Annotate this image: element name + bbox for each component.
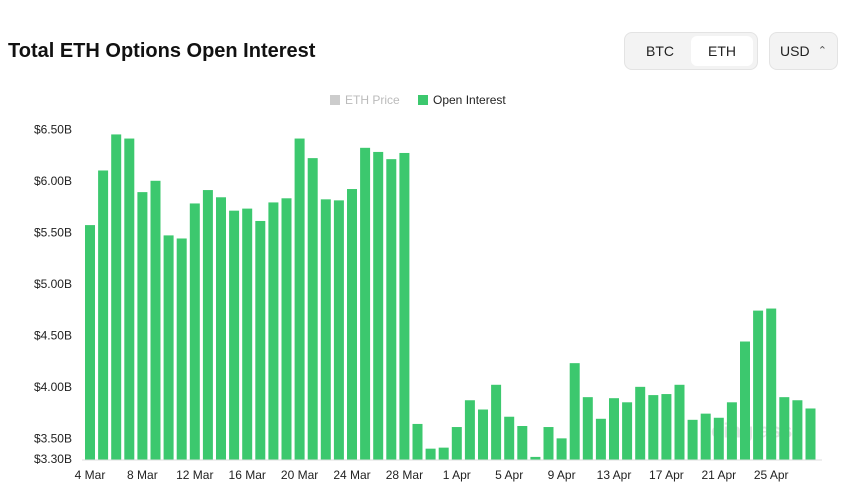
bar [700, 413, 711, 460]
bar [609, 398, 619, 460]
bar [360, 147, 371, 460]
x-tick-label: 5 Apr [495, 468, 523, 482]
bar [98, 170, 109, 460]
bar [150, 180, 161, 460]
bar [464, 400, 475, 460]
x-tick-label: 16 Mar [229, 468, 266, 482]
y-tick-label: $3.50B [34, 432, 72, 446]
x-tick-label: 21 Apr [701, 468, 736, 482]
x-tick-label: 12 Mar [176, 468, 213, 482]
bar [595, 418, 606, 460]
y-tick-label: $4.50B [34, 329, 72, 343]
bar [373, 151, 384, 460]
currency-label: USD [780, 43, 810, 59]
bar [320, 199, 331, 461]
bar [438, 447, 449, 460]
bar [726, 402, 737, 460]
y-tick-label: $5.00B [34, 277, 72, 291]
bar [176, 238, 187, 460]
x-tick-label: 8 Mar [127, 468, 158, 482]
eth-button[interactable]: ETH [691, 36, 753, 66]
x-tick-label: 4 Mar [75, 468, 106, 482]
x-tick-label: 20 Mar [281, 468, 318, 482]
bar [124, 138, 135, 460]
bar [530, 456, 541, 460]
bar [189, 203, 200, 461]
y-tick-label: $4.00B [34, 380, 72, 394]
bar [451, 427, 462, 460]
legend-label: Open Interest [433, 93, 506, 107]
bar [307, 158, 318, 460]
bar [766, 308, 777, 460]
bar [582, 397, 593, 460]
bar [85, 225, 95, 460]
bar [753, 310, 764, 460]
bar [333, 200, 344, 460]
y-tick-label: $6.50B [34, 122, 72, 136]
x-tick-label: 25 Apr [754, 468, 789, 482]
x-tick-label: 1 Apr [443, 468, 471, 482]
bar [412, 423, 423, 460]
page-title: Total ETH Options Open Interest [8, 40, 316, 62]
bar [229, 210, 240, 460]
bar [137, 192, 148, 460]
bar [478, 409, 488, 460]
bar [386, 159, 397, 460]
bar [635, 386, 646, 460]
x-tick-label: 17 Apr [649, 468, 684, 482]
coin-toggle: BTC ETH [624, 32, 758, 70]
bar [294, 138, 305, 460]
bar [674, 384, 685, 460]
y-tick-label: $6.00B [34, 174, 72, 188]
x-tick-label: 13 Apr [597, 468, 632, 482]
bar [569, 363, 580, 460]
bar [661, 394, 672, 460]
bar [111, 134, 122, 460]
bar [713, 417, 724, 460]
bar [779, 397, 790, 460]
bar [648, 395, 659, 460]
bar [399, 152, 410, 460]
select-arrow: ⌃ [817, 45, 827, 57]
bar [268, 202, 279, 460]
bar [347, 189, 357, 460]
bar [491, 384, 502, 460]
bar [805, 408, 816, 460]
bar [543, 427, 554, 460]
y-tick-label: $3.30B [34, 452, 72, 466]
legend-swatch [330, 95, 340, 105]
bar [517, 426, 528, 460]
bar [163, 235, 174, 460]
bar [687, 419, 698, 460]
legend-swatch [418, 95, 428, 105]
x-tick-label: 28 Mar [386, 468, 423, 482]
bar [504, 416, 515, 460]
bar [202, 190, 213, 460]
x-tick-label: 9 Apr [548, 468, 576, 482]
bar [216, 197, 226, 461]
bar [425, 448, 436, 460]
btc-button[interactable]: BTC [646, 43, 674, 59]
bar [281, 198, 292, 460]
legend-label: ETH Price [345, 93, 400, 107]
bar [622, 402, 633, 460]
bar [792, 400, 803, 460]
bar [242, 208, 253, 460]
currency-select[interactable]: USD ⌃ [769, 32, 838, 70]
bar [556, 438, 567, 460]
bar [255, 220, 266, 460]
y-tick-label: $5.50B [34, 226, 72, 240]
bar [740, 341, 750, 460]
x-tick-label: 24 Mar [333, 468, 370, 482]
